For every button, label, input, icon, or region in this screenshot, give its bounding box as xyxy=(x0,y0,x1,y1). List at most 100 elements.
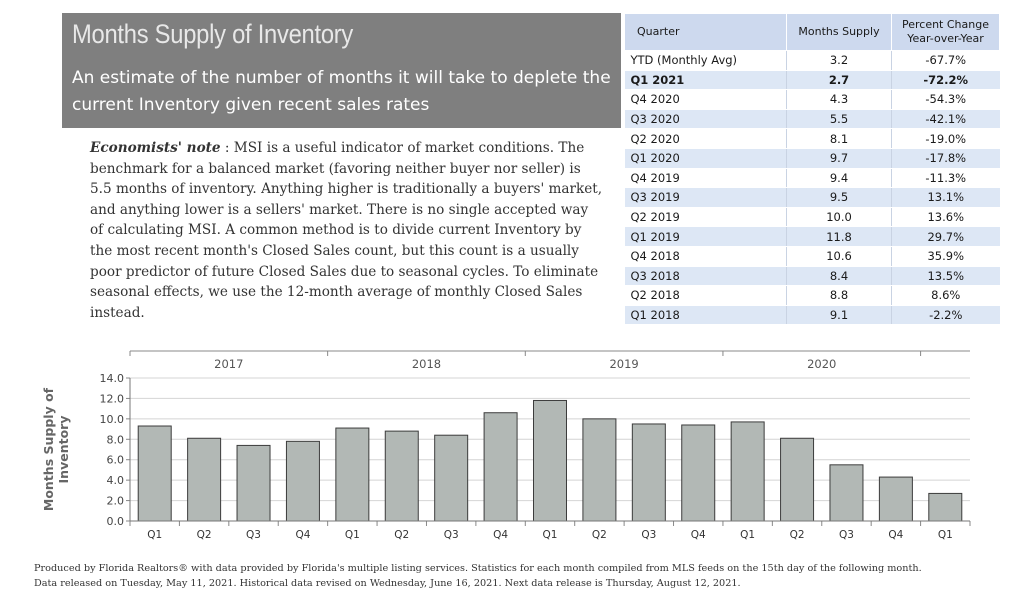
table-row: Q3 2020 5.5 -42.1% xyxy=(624,109,1000,130)
table-row: Q1 2020 9.7 -17.8% xyxy=(624,148,1000,169)
table-row: Q4 2018 10.6 35.9% xyxy=(624,246,1000,267)
footer-notes: Produced by Florida Realtors® with data … xyxy=(34,562,1014,591)
months-supply-cell: 10.0 xyxy=(786,207,892,228)
table-row: Q1 2018 9.1 -2.2% xyxy=(624,305,1000,326)
page-title: Months Supply of Inventory xyxy=(72,19,354,49)
y-tick-label: 6.0 xyxy=(107,454,125,467)
bar xyxy=(878,476,913,522)
quarter-cell: Q1 2018 xyxy=(624,305,787,326)
quarter-cell: Q3 2019 xyxy=(624,187,787,208)
x-tick-label: Q4 xyxy=(295,529,310,541)
months-supply-cell: 10.6 xyxy=(786,246,892,267)
quarter-cell: Q2 2018 xyxy=(624,285,787,306)
page-subtitle: An estimate of the number of months it w… xyxy=(72,68,611,115)
months-supply-cell: 9.4 xyxy=(786,168,892,189)
x-tick-label: Q2 xyxy=(197,529,212,541)
year-label: 2019 xyxy=(609,357,638,371)
x-tick-label: Q1 xyxy=(543,529,558,541)
quarter-cell: Q4 2019 xyxy=(624,168,787,189)
note-text: MSI is a useful indicator of market cond… xyxy=(90,140,603,321)
table-header-row: Quarter Months Supply Percent Change Yea… xyxy=(624,13,1000,51)
months-supply-cell: 2.7 xyxy=(786,70,892,91)
x-tick-label: Q4 xyxy=(888,529,903,541)
bar xyxy=(434,434,469,522)
x-tick-label: Q3 xyxy=(246,529,261,541)
months-supply-cell: 8.4 xyxy=(786,266,892,287)
y-tick-label: 4.0 xyxy=(107,474,125,487)
quarter-cell: Q3 2018 xyxy=(624,266,787,287)
months-supply-cell: 4.3 xyxy=(786,89,892,110)
y-tick-label: 10.0 xyxy=(100,413,125,426)
months-supply-bar-chart: 0.0 2.0 4.0 6.0 8.0 10.0 12.0 14.0 Q1 Q2 Q3 Q4 Q1 Q2 Q… xyxy=(41,350,971,541)
bar xyxy=(780,437,815,522)
table-row: Q3 2018 8.4 13.5% xyxy=(624,266,1000,287)
months-supply-cell: 5.5 xyxy=(786,109,892,130)
bar xyxy=(582,418,617,522)
months-supply-cell: 11.8 xyxy=(786,226,892,247)
x-tick-label: Q4 xyxy=(691,529,706,541)
x-tick-label: Q1 xyxy=(345,529,360,541)
x-tick-label: Q2 xyxy=(394,529,409,541)
x-tick-label: Q2 xyxy=(592,529,607,541)
percent-change-cell: -72.2% xyxy=(891,70,1000,91)
x-tick-label: Q1 xyxy=(740,529,755,541)
percent-change-cell: 13.5% xyxy=(891,266,1000,287)
x-tick-label: Q4 xyxy=(493,529,508,541)
bar xyxy=(137,425,172,522)
months-supply-cell: 9.5 xyxy=(786,187,892,208)
y-tick-label: 0.0 xyxy=(107,515,125,528)
table-row: Q4 2020 4.3 -54.3% xyxy=(624,89,1000,110)
quarter-cell: Q1 2019 xyxy=(624,226,787,247)
months-supply-cell: 9.7 xyxy=(786,148,892,169)
y-axis-label: Months Supply ofInventory xyxy=(41,387,71,511)
quarter-cell: Q4 2020 xyxy=(624,89,787,110)
percent-change-cell: -67.7% xyxy=(891,50,1000,71)
chart-bars xyxy=(137,399,963,522)
months-supply-cell: 8.1 xyxy=(786,128,892,149)
bar xyxy=(187,437,222,522)
quarter-cell: Q3 2020 xyxy=(624,109,787,130)
x-tick-label: Q1 xyxy=(938,529,953,541)
percent-change-cell: -19.0% xyxy=(891,128,1000,149)
bar xyxy=(533,399,567,522)
chart-labels: 0.0 2.0 4.0 6.0 8.0 10.0 12.0 14.0 Q1 Q2 Q3 Q4 Q1 Q2 Q… xyxy=(100,357,953,541)
bar xyxy=(285,440,320,522)
note-separator: : xyxy=(220,140,234,156)
year-label: 2018 xyxy=(412,357,441,371)
bar xyxy=(681,424,716,522)
header-percent-change: Percent Change Year-over-Year xyxy=(891,13,1000,51)
quarter-cell: Q2 2020 xyxy=(624,128,787,149)
table-row: Q2 2020 8.1 -19.0% xyxy=(624,128,1000,149)
table-row: Q4 2019 9.4 -11.3% xyxy=(624,168,1000,189)
x-tick-label: Q1 xyxy=(147,529,162,541)
header-quarter: Quarter xyxy=(624,13,787,51)
percent-change-cell: -54.3% xyxy=(891,89,1000,110)
bar xyxy=(829,464,864,522)
table-row: YTD (Monthly Avg) 3.2 -67.7% xyxy=(624,50,1000,71)
y-tick-label: 8.0 xyxy=(107,433,125,446)
quarter-cell: Q4 2018 xyxy=(624,246,787,267)
percent-change-cell: -17.8% xyxy=(891,148,1000,169)
months-supply-cell: 8.8 xyxy=(786,285,892,306)
y-tick-label: 12.0 xyxy=(100,392,125,405)
months-supply-cell: 9.1 xyxy=(786,305,892,326)
percent-change-cell: 13.6% xyxy=(891,207,1000,228)
table-body: YTD (Monthly Avg) 3.2 -67.7% Q1 2021 2.7 -72.… xyxy=(624,50,1000,326)
bar xyxy=(928,492,963,522)
header-banner: Months Supply of Inventory An estimate o… xyxy=(62,13,621,128)
economists-note: Economists' note : MSI is a useful indic… xyxy=(90,138,605,323)
x-tick-label: Q3 xyxy=(641,529,656,541)
percent-change-cell: -11.3% xyxy=(891,168,1000,189)
table-row: Q1 2019 11.8 29.7% xyxy=(624,226,1000,247)
y-axis-label-line: Months Supply of xyxy=(41,387,56,511)
x-tick-label: Q3 xyxy=(444,529,459,541)
table-row: Q2 2018 8.8 8.6% xyxy=(624,285,1000,306)
percent-change-cell: 35.9% xyxy=(891,246,1000,267)
table-row: Q2 2019 10.0 13.6% xyxy=(624,207,1000,228)
x-tick-label: Q2 xyxy=(790,529,805,541)
x-tick-label: Q3 xyxy=(839,529,854,541)
percent-change-cell: 8.6% xyxy=(891,285,1000,306)
percent-change-cell: -2.2% xyxy=(891,305,1000,326)
footer-line-1: Produced by Florida Realtors® with data … xyxy=(34,563,922,574)
quarterly-stats-table: Quarter Months Supply Percent Change Yea… xyxy=(624,13,1000,326)
